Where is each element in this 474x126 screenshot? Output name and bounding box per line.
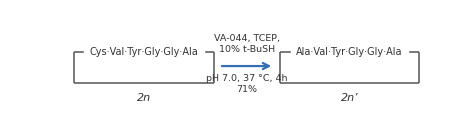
Text: 71%: 71%	[236, 85, 257, 94]
Text: VA-044, TCEP,: VA-044, TCEP,	[214, 34, 280, 43]
Text: 2n’: 2n’	[341, 93, 358, 103]
Text: 10% t-BuSH: 10% t-BuSH	[219, 45, 274, 54]
Text: Ala·Val·Tyr·Gly·Gly·Ala: Ala·Val·Tyr·Gly·Gly·Ala	[296, 47, 403, 57]
Text: Cys·Val·Tyr·Gly·Gly·Ala: Cys·Val·Tyr·Gly·Gly·Ala	[90, 47, 198, 57]
Text: pH 7.0, 37 °C, 4h: pH 7.0, 37 °C, 4h	[206, 74, 287, 83]
Text: 2n: 2n	[137, 93, 151, 103]
